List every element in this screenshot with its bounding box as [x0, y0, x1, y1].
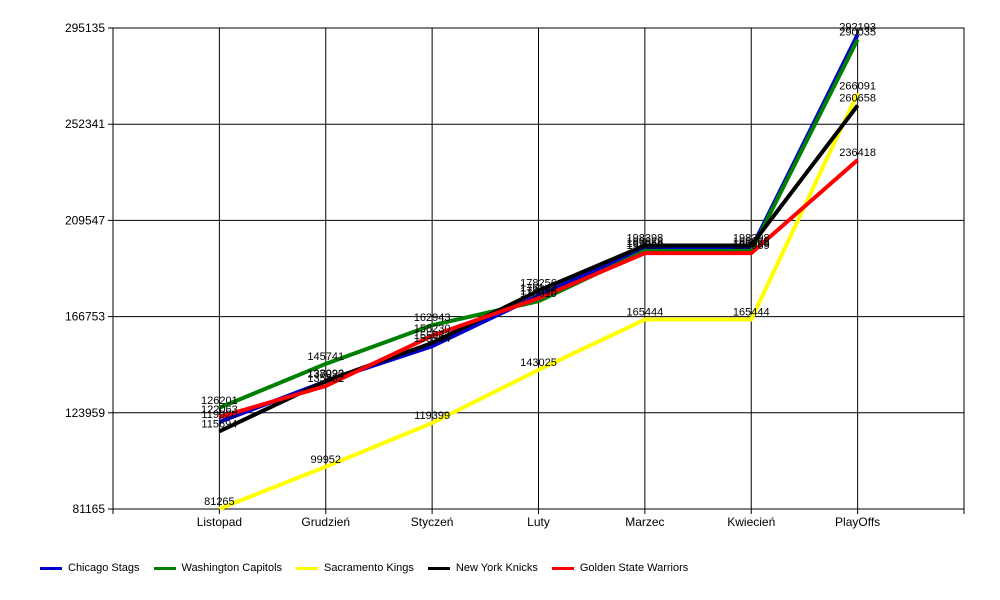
legend-swatch — [153, 566, 176, 570]
data-label: 143025 — [520, 357, 557, 369]
legend-label: New York Knicks — [455, 562, 538, 574]
x-tick-label: Listopad — [197, 515, 242, 529]
data-label: 198398 — [627, 232, 664, 244]
data-label: 153594 — [414, 333, 451, 345]
legend-item: Washington Capitols — [153, 562, 283, 574]
legend-item: Golden State Warriors — [551, 562, 689, 574]
data-label: 135882 — [307, 373, 344, 385]
data-label: 165444 — [733, 307, 770, 319]
x-tick-label: Styczeń — [411, 515, 454, 529]
y-tick-label: 295135 — [65, 21, 105, 35]
x-tick-label: Grudzień — [301, 515, 350, 529]
data-label: 99952 — [310, 454, 341, 466]
data-label: 173610 — [520, 288, 557, 300]
data-label: 178256 — [520, 278, 557, 290]
legend-label: Chicago Stags — [68, 562, 140, 574]
data-label: 176142 — [520, 282, 557, 294]
legend-label: Golden State Warriors — [579, 562, 689, 574]
y-axis-ticks: 81165 123959 166753 209547 252341 295135 — [65, 21, 113, 516]
series-line-golden-state-warriors — [218, 158, 859, 419]
data-label: 174898 — [520, 285, 557, 297]
legend-label: Sacramento Kings — [324, 562, 414, 574]
data-label: 196922 — [733, 236, 770, 248]
data-label: 290035 — [839, 26, 876, 38]
data-label: 196922 — [627, 236, 664, 248]
data-label: 155023 — [414, 330, 451, 342]
legend-swatch — [427, 566, 450, 570]
x-tick-label: PlayOffs — [835, 515, 880, 529]
legend: Chicago Stags Washington Capitols Sacramen… — [40, 562, 688, 574]
data-label: 292193 — [839, 22, 876, 34]
legend-item: New York Knicks — [427, 562, 538, 574]
series-line-sacramento-kings — [218, 92, 860, 511]
x-tick-label: Marzec — [625, 515, 664, 529]
data-label: 198398 — [733, 232, 770, 244]
y-tick-label: 166753 — [65, 310, 105, 324]
data-label: 81265 — [204, 496, 235, 508]
data-label: 260658 — [839, 93, 876, 105]
data-label: 236418 — [839, 147, 876, 159]
legend-swatch — [551, 566, 574, 570]
data-label: 158230 — [414, 323, 451, 335]
data-label: 119920 — [201, 409, 237, 421]
legend-swatch — [296, 566, 319, 570]
data-label: 145741 — [307, 351, 344, 363]
data-label: 194969 — [733, 240, 770, 252]
data-label: 165444 — [627, 307, 664, 319]
data-label: 126201 — [201, 395, 238, 407]
series-lines — [218, 33, 860, 511]
data-label: 194969 — [627, 240, 664, 252]
legend-swatch — [40, 566, 62, 570]
data-label: 266091 — [839, 80, 876, 92]
data-label: 138093 — [307, 368, 344, 380]
y-tick-label: 81165 — [73, 502, 106, 516]
x-tick-label: Luty — [527, 515, 550, 529]
data-label: 115694 — [201, 418, 237, 430]
data-label: 195959 — [627, 238, 664, 250]
legend-item: Sacramento Kings — [296, 562, 414, 574]
data-label: 195959 — [733, 238, 770, 250]
y-tick-label: 209547 — [65, 213, 105, 227]
series-line-new-york-knicks — [218, 104, 860, 434]
legend-item: Chicago Stags — [40, 562, 140, 574]
legend-label: Washington Capitols — [181, 562, 283, 574]
y-tick-label: 123959 — [65, 406, 105, 420]
x-tick-label: Kwiecień — [727, 515, 775, 529]
data-label: 162943 — [414, 312, 451, 324]
data-label: 137920 — [307, 368, 344, 380]
data-labels: 119920 137920 153594 176142 196922 196922 2921… — [201, 22, 876, 508]
x-axis-ticks: Listopad Grudzień Styczeń Luty Marzec Kwiecie… — [112, 509, 965, 529]
data-label: 122063 — [201, 404, 238, 416]
y-tick-label: 252341 — [65, 117, 105, 131]
data-label: 119399 — [414, 410, 450, 422]
